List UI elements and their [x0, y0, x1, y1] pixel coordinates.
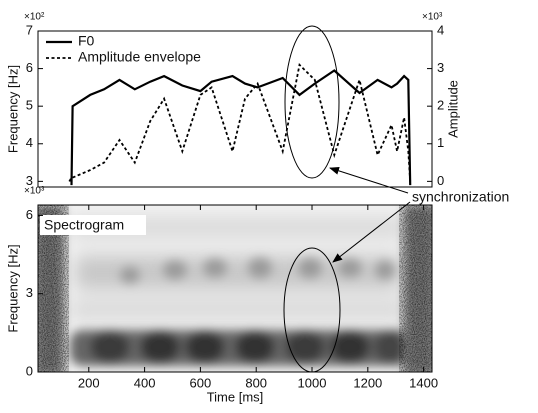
- y-axis-label: Frequency [Hz]: [5, 65, 20, 153]
- series-line: [68, 62, 412, 182]
- y-tick-label: 3: [26, 285, 33, 300]
- y-tick-label: 6: [26, 207, 33, 222]
- x-tick-label: 200: [78, 375, 100, 390]
- y2-tick-label: 3: [437, 60, 444, 75]
- y-tick-label: 7: [26, 22, 33, 37]
- series-line: [70, 69, 412, 186]
- plot-frame: [37, 30, 433, 188]
- y-tick-label: 5: [26, 98, 33, 113]
- arrow: [329, 166, 409, 194]
- spectrogram-label: Spectrogram: [44, 217, 124, 233]
- y2-axis-label: Amplitude: [445, 80, 460, 138]
- x-tick-label: 400: [134, 375, 156, 390]
- highlight-ellipse: [284, 25, 340, 179]
- x-tick-label: 1000: [298, 375, 327, 390]
- y-axis-label: Frequency [Hz]: [5, 244, 20, 332]
- y-tick-label: 6: [26, 60, 33, 75]
- y2-tick-label: 2: [437, 98, 444, 113]
- y2-multiplier: ×10³: [422, 12, 443, 23]
- y-tick-label: 0: [26, 363, 33, 378]
- x-tick-label: 1400: [409, 375, 438, 390]
- arrow: [332, 201, 411, 263]
- legend-label: Amplitude envelope: [78, 49, 201, 65]
- y2-tick-label: 0: [437, 173, 444, 188]
- legend-label: F0: [78, 33, 95, 49]
- y-tick-label: 3: [26, 173, 33, 188]
- x-axis-label: Time [ms]: [207, 389, 264, 404]
- label-box: [40, 215, 146, 235]
- x-tick-label: 600: [190, 375, 212, 390]
- plot-frame: [37, 204, 433, 373]
- y-multiplier: ×10²: [24, 12, 45, 23]
- y2-tick-label: 1: [437, 135, 444, 150]
- annotation: synchronization: [412, 189, 509, 205]
- x-tick-label: 800: [245, 375, 267, 390]
- x-tick-label: 1200: [353, 375, 382, 390]
- y-tick-label: 4: [26, 135, 33, 150]
- y2-tick-label: 4: [437, 22, 444, 37]
- y-multiplier: ×10³: [24, 186, 45, 197]
